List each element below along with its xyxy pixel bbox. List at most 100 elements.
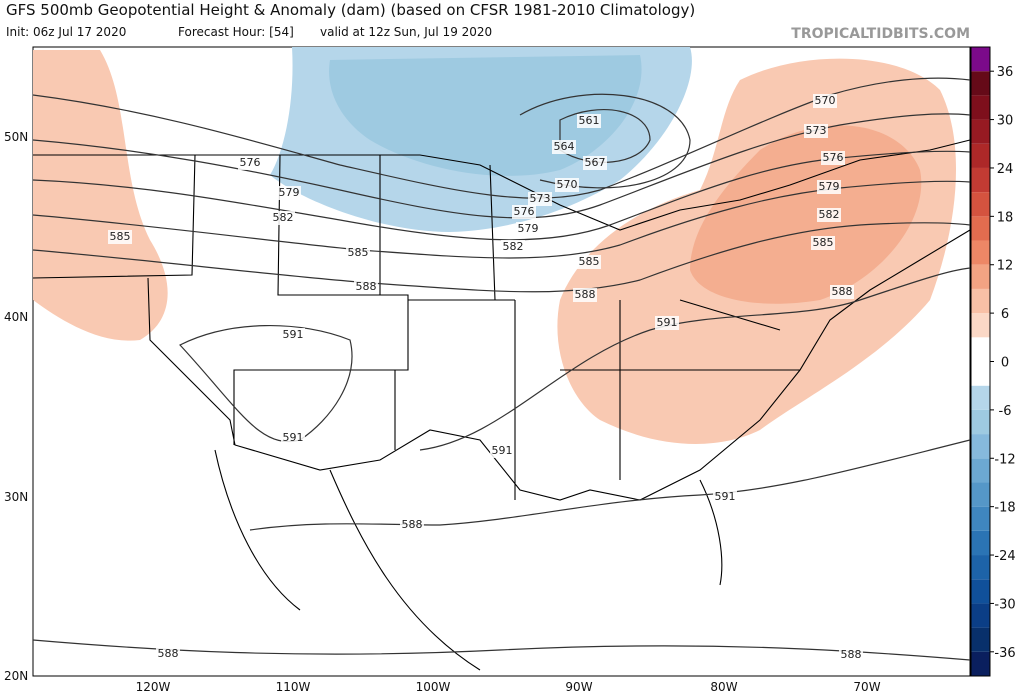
colorbar-tick-label: -18 bbox=[994, 501, 1015, 516]
colorbar-tick-label: -6 bbox=[999, 404, 1012, 419]
contour-label-bg bbox=[108, 230, 132, 244]
colorbar-bin bbox=[971, 337, 990, 362]
contour-label-bg bbox=[577, 255, 601, 269]
map-area bbox=[32, 46, 971, 677]
colorbar-bin bbox=[971, 288, 990, 314]
colorbar-tick-label: -24 bbox=[994, 549, 1015, 564]
contour-label-bg bbox=[839, 648, 863, 662]
colorbar-bin bbox=[971, 47, 990, 72]
colorbar-tick-label: 0 bbox=[1001, 356, 1009, 371]
longitude-label: 110W bbox=[276, 680, 311, 694]
colorbar-tick-label: 24 bbox=[997, 162, 1014, 177]
contour-label: 588 bbox=[841, 648, 862, 661]
longitude-label: 70W bbox=[853, 680, 880, 694]
colorbar-tick-label: -30 bbox=[994, 597, 1015, 612]
contour-label-bg bbox=[277, 186, 301, 200]
longitude-label: 80W bbox=[710, 680, 737, 694]
colorbar-bin bbox=[971, 313, 990, 338]
contour-label: 588 bbox=[575, 288, 596, 301]
contour-label-bg bbox=[528, 192, 552, 206]
contour-label-bg bbox=[713, 490, 737, 504]
contour-line bbox=[32, 77, 971, 199]
contour-label: 561 bbox=[579, 114, 600, 127]
colorbar-tick-label: -12 bbox=[994, 452, 1015, 467]
colorbar-bin bbox=[971, 579, 990, 604]
contour-label-bg bbox=[156, 647, 180, 661]
longitude-label: 120W bbox=[136, 680, 171, 694]
contour-label: 579 bbox=[518, 222, 539, 235]
colorbar-bin bbox=[971, 482, 990, 507]
contour-label: 576 bbox=[240, 156, 261, 169]
contour-line bbox=[419, 267, 971, 451]
colorbar-tick-label: 18 bbox=[997, 210, 1014, 225]
contour-label: 591 bbox=[657, 316, 678, 329]
contour-label: 582 bbox=[273, 211, 294, 224]
colorbar-bin bbox=[971, 167, 990, 193]
contour-label: 579 bbox=[279, 186, 300, 199]
contour-label: 576 bbox=[823, 151, 844, 164]
forecast-hour: Forecast Hour: [54] bbox=[178, 25, 294, 39]
contour-label: 588 bbox=[356, 280, 377, 293]
contour-label-bg bbox=[281, 328, 305, 342]
colorbar-bin bbox=[971, 627, 990, 652]
contour-label: 588 bbox=[158, 647, 179, 660]
contour-label-bg bbox=[821, 151, 845, 165]
contour-label-bg bbox=[573, 288, 597, 302]
anomaly-positive bbox=[33, 50, 168, 341]
contour-label-bg bbox=[354, 280, 378, 294]
colorbar-tick-label: 36 bbox=[997, 65, 1014, 80]
contour-label: 588 bbox=[832, 285, 853, 298]
contour-label-bg bbox=[830, 285, 854, 299]
valid-time: valid at 12z Sun, Jul 19 2020 bbox=[320, 25, 492, 39]
contour-label-bg bbox=[813, 94, 837, 108]
contour-label: 588 bbox=[402, 518, 423, 531]
colorbar-tick-label: 12 bbox=[997, 259, 1014, 274]
colorbar-bin bbox=[971, 603, 990, 628]
latitude-label: 40N bbox=[4, 310, 28, 324]
init-time: Init: 06z Jul 17 2020 bbox=[6, 25, 126, 39]
contour-label-bg bbox=[238, 156, 262, 170]
contour-label-bg bbox=[516, 222, 540, 236]
longitude-label: 90W bbox=[565, 680, 592, 694]
colorbar-bin bbox=[971, 119, 990, 144]
contour-label-bg bbox=[577, 114, 601, 128]
contour-label: 573 bbox=[806, 124, 827, 137]
colorbar-bin bbox=[971, 651, 990, 676]
colorbar-bin bbox=[971, 409, 990, 435]
contour-line bbox=[32, 113, 971, 219]
colorbar-bin bbox=[971, 458, 990, 483]
longitude-label: 100W bbox=[416, 680, 451, 694]
contour-label: 585 bbox=[813, 236, 834, 249]
contour-label: 591 bbox=[283, 328, 304, 341]
contour-label-bg bbox=[817, 180, 841, 194]
colorbar-bin bbox=[971, 530, 990, 556]
contour-label-bg bbox=[555, 178, 579, 192]
contour-label: 591 bbox=[283, 431, 304, 444]
colorbar-bin bbox=[971, 216, 990, 241]
contour-label-bg bbox=[400, 518, 424, 532]
colorbar-tick-label: 6 bbox=[1001, 307, 1009, 322]
title: GFS 500mb Geopotential Height & Anomaly … bbox=[6, 1, 695, 19]
colorbar-bin bbox=[971, 506, 990, 531]
colorbar-bin bbox=[971, 385, 990, 410]
colorbar-bin bbox=[971, 143, 990, 168]
colorbar-bin bbox=[971, 264, 990, 289]
contour-line bbox=[32, 150, 971, 241]
contour-label-bg bbox=[501, 240, 525, 254]
colorbar-bin bbox=[971, 71, 990, 96]
contour-label-bg bbox=[811, 236, 835, 250]
latitude-label: 50N bbox=[4, 130, 28, 144]
colorbar-bin bbox=[971, 95, 990, 120]
contour-label-bg bbox=[281, 431, 305, 445]
contour-line bbox=[249, 439, 971, 531]
contour-label: 582 bbox=[819, 208, 840, 221]
contour-label-bg bbox=[804, 124, 828, 138]
contour-label: 585 bbox=[348, 246, 369, 259]
colorbar-tick-label: -36 bbox=[994, 646, 1015, 661]
contour-label: 585 bbox=[110, 230, 131, 243]
latitude-label: 20N bbox=[4, 669, 28, 683]
contour-line bbox=[32, 180, 971, 259]
